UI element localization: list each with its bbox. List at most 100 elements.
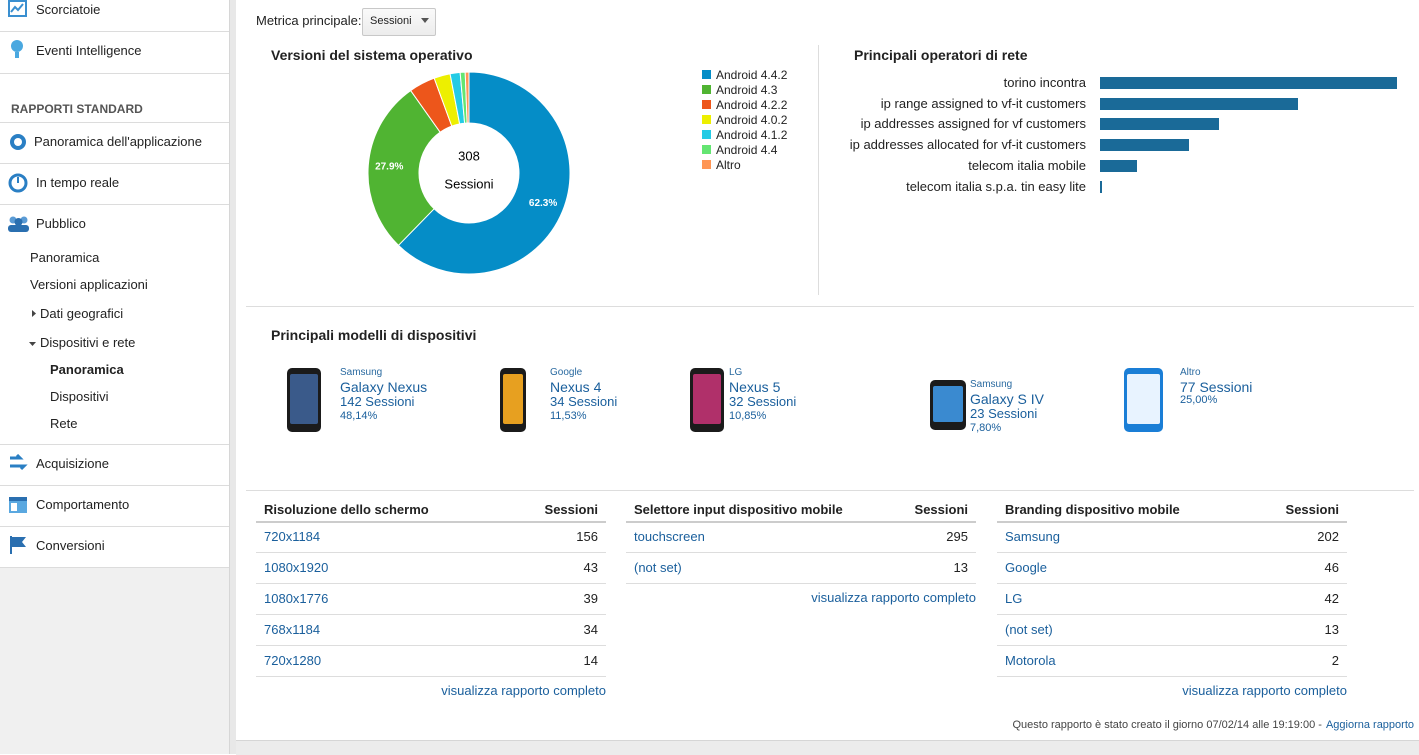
menu-item[interactable]: In tempo reale xyxy=(36,175,120,190)
sidebar-menu xyxy=(0,0,229,567)
report-link[interactable]: visualizza rapporto completo xyxy=(811,590,976,605)
table-cell-link[interactable]: 1080x1920 xyxy=(264,560,329,575)
legend-swatch xyxy=(702,160,711,169)
table-cell-link[interactable]: touchscreen xyxy=(634,529,705,544)
menu-item[interactable]: Eventi Intelligence xyxy=(36,43,142,58)
device-sessions: 34 Sessioni xyxy=(550,394,618,409)
row-separator xyxy=(997,614,1347,615)
table-cell-link[interactable]: Google xyxy=(1005,560,1047,575)
device-brand: Google xyxy=(550,367,583,378)
table-header: Risoluzione dello schermo xyxy=(264,502,429,517)
legend-label: Android 4.3 xyxy=(716,83,778,97)
bar xyxy=(1100,180,1103,193)
table-cell-link[interactable]: (not set) xyxy=(1005,622,1053,637)
row-separator xyxy=(997,676,1347,677)
row-separator xyxy=(626,552,976,553)
table-cell: 13 xyxy=(1324,622,1339,637)
separator xyxy=(0,31,229,32)
sidebar xyxy=(0,0,230,754)
table-cell: 42 xyxy=(1324,591,1339,606)
menu-item[interactable]: Conversioni xyxy=(36,538,105,553)
table-cell-link[interactable]: 720x1184 xyxy=(264,529,321,544)
device-model[interactable]: Nexus 4 xyxy=(550,379,602,395)
table-cell-link[interactable]: LG xyxy=(1005,591,1023,606)
device-screen xyxy=(1127,374,1160,424)
separator xyxy=(0,73,229,74)
separator xyxy=(818,45,819,295)
expand-arrow[interactable] xyxy=(31,310,38,317)
device-share: 11,53% xyxy=(550,410,587,422)
report-link[interactable]: visualizza rapporto completo xyxy=(441,683,606,698)
submenu-item[interactable]: Panoramica xyxy=(50,362,124,377)
expand-arrow[interactable] xyxy=(29,341,36,348)
device-screen xyxy=(933,386,963,422)
separator xyxy=(0,163,229,164)
report-link[interactable]: visualizza rapporto completo xyxy=(1182,683,1347,698)
menu-item[interactable]: Scorciatoie xyxy=(36,2,101,17)
separator xyxy=(0,485,229,486)
menu-item[interactable]: Acquisizione xyxy=(36,456,109,471)
table-header: Sessioni xyxy=(1285,502,1339,517)
device-share: 7,80% xyxy=(970,422,1002,434)
legend-swatch xyxy=(702,145,711,154)
metric-select[interactable] xyxy=(362,8,436,36)
icon-conversions xyxy=(10,536,26,554)
bar-label: ip addresses assigned for vf customers xyxy=(860,116,1086,132)
table-cell-link[interactable]: 720x1280 xyxy=(264,653,322,668)
pie-slice xyxy=(464,71,470,124)
device-brand: LG xyxy=(729,367,743,378)
table-cell: 295 xyxy=(946,529,968,544)
legend-label: Android 4.0.2 xyxy=(716,113,788,127)
select-arrow xyxy=(421,18,429,23)
menu-item[interactable]: Pubblico xyxy=(36,216,86,231)
row-separator xyxy=(256,614,606,615)
device-screen xyxy=(290,374,318,424)
device-brand: Samsung xyxy=(340,367,383,378)
table-cell: 2 xyxy=(1331,653,1339,668)
submenu-item[interactable]: Dispositivi xyxy=(50,389,109,404)
table-cell-link[interactable]: (not set) xyxy=(634,560,682,575)
device-brand: Samsung xyxy=(970,379,1013,390)
bar-label: torino incontra xyxy=(1003,75,1086,90)
device-model[interactable]: 77 Sessioni xyxy=(1180,379,1253,395)
submenu-item[interactable]: Dati geografici xyxy=(40,306,124,321)
metric-label: Metrica principale: xyxy=(256,13,362,28)
bar-label: telecom italia s.p.a. tin easy lite xyxy=(906,178,1086,194)
table-cell: 202 xyxy=(1317,529,1339,544)
submenu-item[interactable]: Versioni applicazioni xyxy=(30,277,148,292)
bar xyxy=(1100,118,1219,131)
submenu-item[interactable]: Dispositivi e rete xyxy=(40,335,136,350)
menu-item[interactable]: Comportamento xyxy=(36,497,130,512)
table-header: Sessioni xyxy=(914,502,968,517)
separator xyxy=(0,567,229,568)
table-header: Sessioni xyxy=(544,502,598,517)
refresh-link[interactable]: Aggiorna rapporto xyxy=(1325,719,1414,731)
device-model[interactable]: Galaxy S IV xyxy=(970,391,1044,407)
device-screen xyxy=(693,374,721,424)
device-image xyxy=(500,368,526,432)
device-model[interactable]: Nexus 5 xyxy=(729,379,781,395)
row-separator xyxy=(997,583,1347,584)
menu-item[interactable]: Panoramica dell'applicazione xyxy=(34,134,202,149)
bar-label: telecom italia mobile xyxy=(968,157,1086,173)
table-cell: 13 xyxy=(953,560,968,575)
device-share: 25,00% xyxy=(1180,394,1218,406)
donut-chart: 62.3% 27.9% 308 Sessioni xyxy=(367,71,571,275)
table-rule xyxy=(256,521,606,523)
device-share: 10,85% xyxy=(729,410,767,422)
icon-behavior xyxy=(9,497,27,513)
separator xyxy=(246,306,1414,307)
legend-swatch xyxy=(702,100,711,109)
legend-label: Android 4.1.2 xyxy=(716,128,788,142)
icon-intelligence xyxy=(11,40,23,58)
device-model[interactable]: Galaxy Nexus xyxy=(340,379,428,395)
submenu-item[interactable]: Panoramica xyxy=(30,250,100,265)
submenu-item[interactable]: Rete xyxy=(50,416,78,431)
center-label: Sessioni xyxy=(444,176,493,191)
table-cell-link[interactable]: Motorola xyxy=(1005,653,1056,668)
table-cell-link[interactable]: 1080x1776 xyxy=(264,591,329,606)
row-separator xyxy=(256,676,606,677)
table-cell-link[interactable]: Samsung xyxy=(1005,529,1060,544)
table-cell-link[interactable]: 768x1184 xyxy=(264,622,321,637)
